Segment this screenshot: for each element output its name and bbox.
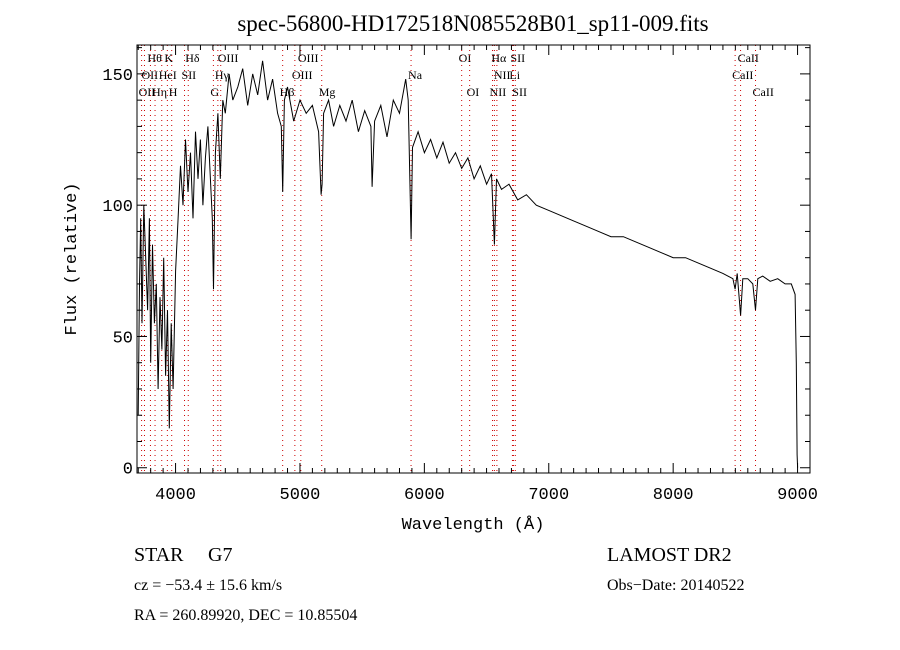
y-tick-label: 150 [102,67,133,86]
line-label: Hβ [280,85,295,99]
y-tick-label: 0 [123,461,133,480]
line-label: Hθ [147,51,162,65]
line-label: OII [141,68,158,82]
plot-frame [136,44,811,474]
line-label: CaII [738,51,759,65]
line-label: OIII [298,51,319,65]
line-label: K [164,51,173,65]
line-label: CaII [732,68,753,82]
redshift-text: cz = −53.4 ± 15.6 km/s [134,577,282,594]
y-tick-label: 100 [102,198,133,217]
line-label: H [169,85,178,99]
subclass: G7 [208,544,232,566]
survey-name: LAMOST DR2 [607,544,732,566]
x-tick-label: 4000 [155,486,196,505]
emission-line-markers: OIIOIIHθHηHeIKHSIIHδGHγOIIIHβOIIIOIIIMgN… [139,45,774,473]
coords-text: RA = 260.89920, DEC = 10.85504 [134,607,357,624]
line-label: Hη [152,85,167,99]
line-label: NII [494,68,511,82]
line-label: G [210,85,219,99]
chart-title: spec-56800-HD172518N085528B01_sp11-009.f… [237,11,708,36]
obs-date-text: Obs−Date: 20140522 [607,577,744,594]
object-class: STAR [134,544,184,566]
x-axis-label: Wavelength (Å) [402,516,545,535]
line-label: SII [512,85,527,99]
line-label: SII [510,51,525,65]
x-tick-label: 7000 [528,486,569,505]
line-label: OIII [218,51,239,65]
line-label: OI [459,51,472,65]
x-tick-label: 9000 [777,486,818,505]
x-tick-label: 6000 [404,486,445,505]
line-label: OII [139,85,156,99]
x-tick-label: 5000 [280,486,321,505]
line-label: Hα [491,51,507,65]
line-label: SII [182,68,197,82]
spectrum-series-line [137,60,799,468]
line-label: Na [408,68,423,82]
line-label: Hδ [185,51,200,65]
line-label: Hγ [215,68,230,82]
x-tick-label: 8000 [653,486,694,505]
y-tick-label: 50 [113,329,133,348]
line-label: OI [467,85,480,99]
line-label: NII [490,85,507,99]
line-label: Mg [319,85,336,99]
line-label: CaII [753,85,774,99]
line-label: OIII [292,68,313,82]
axis-ticks: 4000 5000 6000 7000 8000 9000 0 50 100 150 [102,45,818,505]
y-axis-label: Flux (relative) [63,182,82,335]
